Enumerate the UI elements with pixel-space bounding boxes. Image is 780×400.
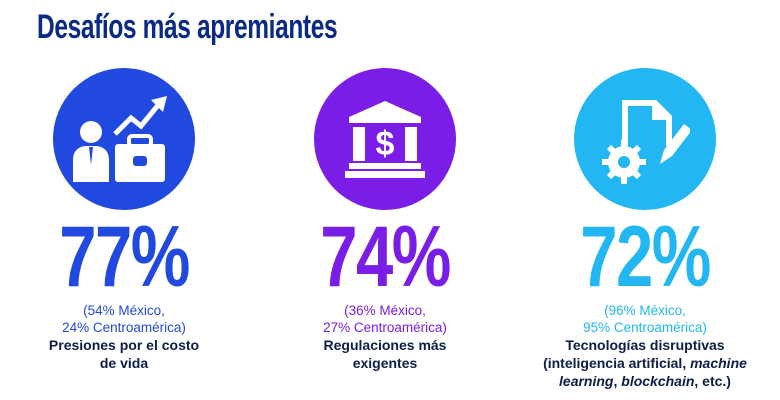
centroamerica-stat: 95% Centroamérica): [583, 320, 707, 335]
label-text: Tecnologías disruptivas (inteligencia ar…: [543, 337, 725, 371]
percent-value: 74%: [320, 209, 451, 305]
challenge-disruptive-tech: 72% (96% México, 95% Centroamérica) Tecno…: [515, 68, 775, 390]
centroamerica-stat: 24% Centroamérica): [62, 320, 186, 335]
mexico-stat: (54% México,: [83, 303, 165, 318]
challenge-label: Presiones por el costo de vida: [48, 337, 200, 371]
label-text: , etc.): [694, 373, 731, 389]
centroamerica-stat: 27% Centroamérica): [323, 320, 447, 335]
challenge-cost-of-living: 77% (54% México, 24% Centroamérica) Presi…: [0, 68, 254, 372]
page-title: Desafíos más apremiantes: [37, 8, 338, 46]
percent-value: 77%: [59, 209, 190, 305]
mexico-stat: (36% México,: [344, 303, 426, 318]
label-italic: blockchain: [621, 373, 695, 389]
mexico-stat: (96% México,: [604, 303, 686, 318]
challenge-regulations: $ 74% (36% México, 27% Centroamérica) Reg…: [255, 68, 515, 372]
document-gear-pencil-icon: [574, 68, 716, 210]
bank-dollar-icon: $: [314, 68, 456, 210]
svg-text:$: $: [376, 125, 395, 163]
percent-value: 72%: [580, 209, 711, 305]
challenge-label: Tecnologías disruptivas (inteligencia ar…: [525, 336, 765, 390]
challenge-label: Regulaciones más exigentes: [323, 337, 447, 371]
label-text: ,: [613, 373, 622, 389]
label-italic: machine learning: [559, 355, 747, 389]
businessman-growth-icon: [53, 68, 195, 210]
